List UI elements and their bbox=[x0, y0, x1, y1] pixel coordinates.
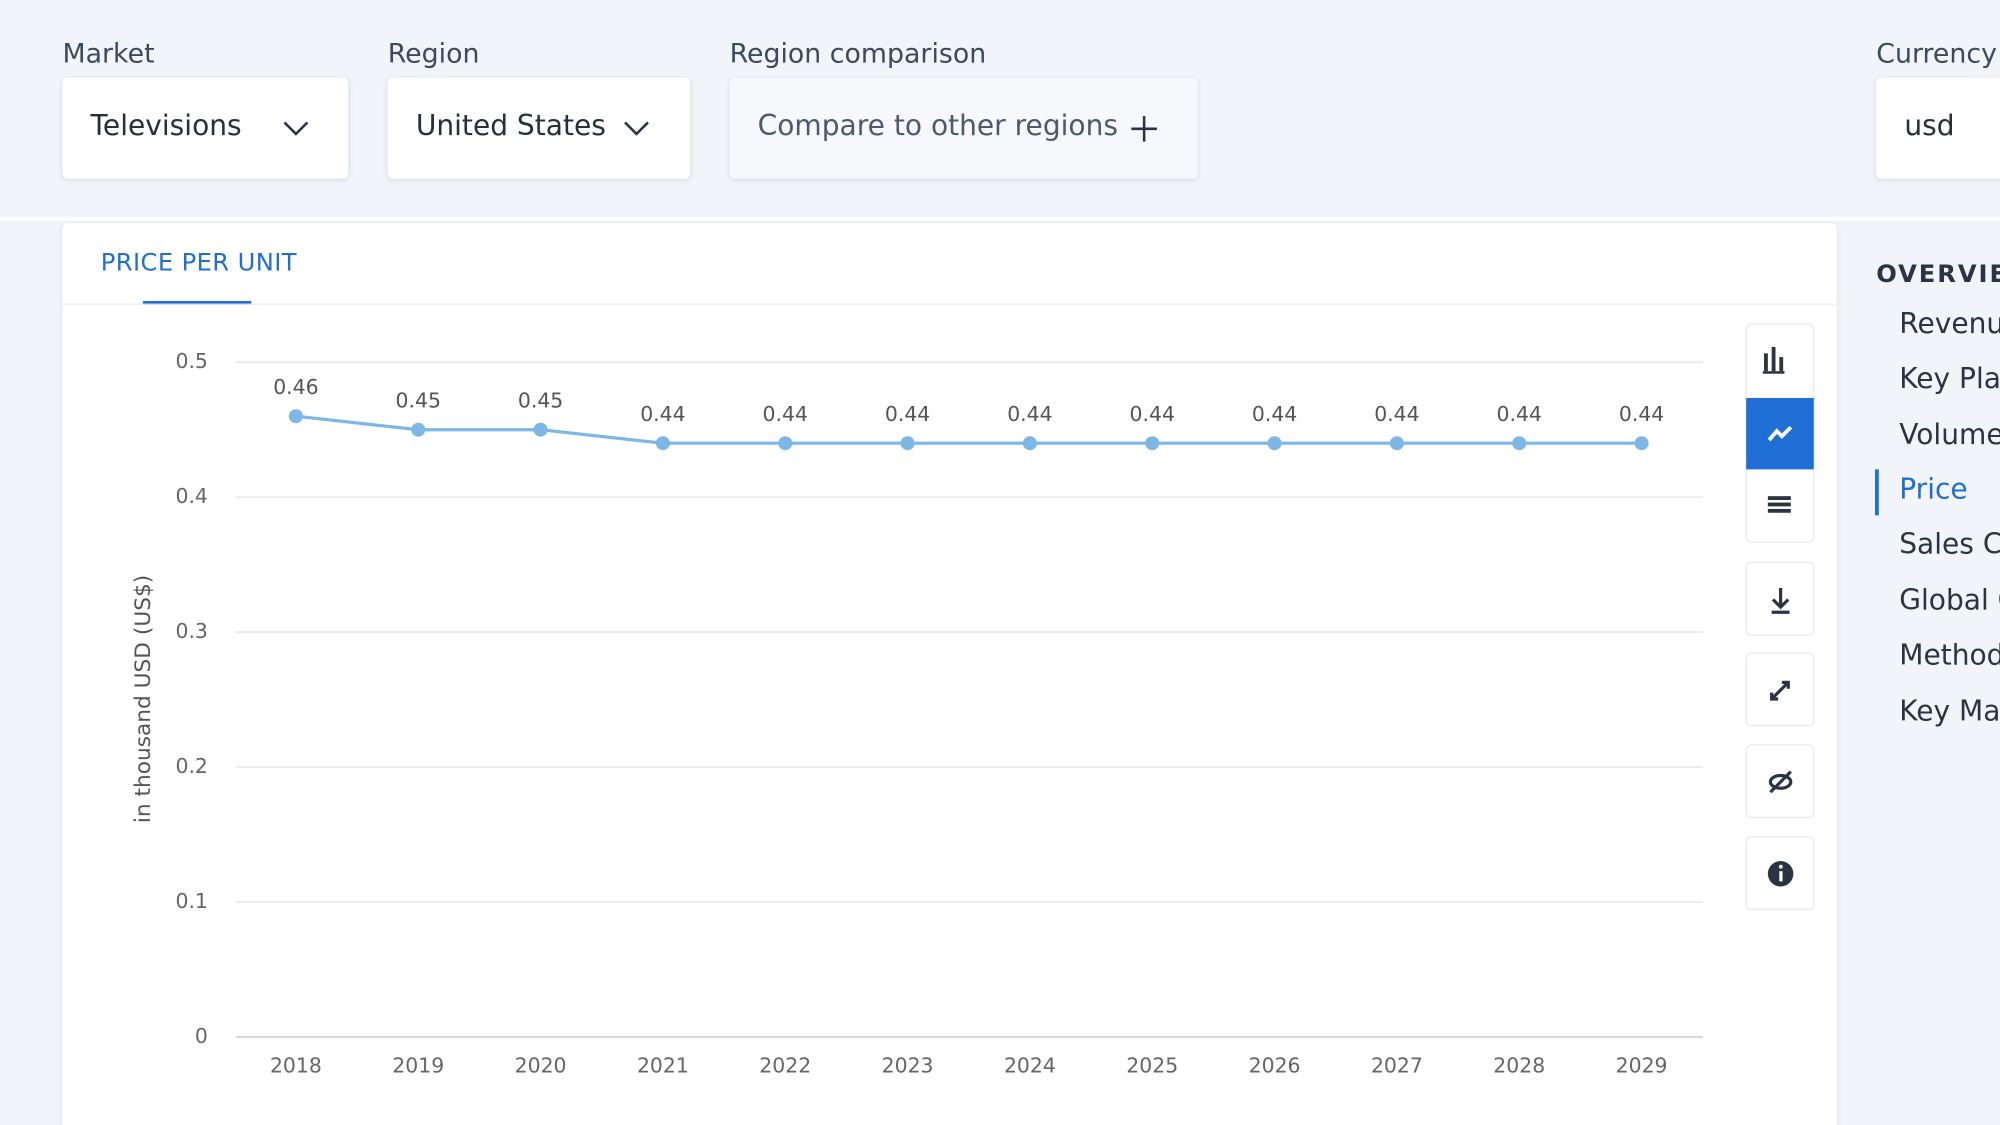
filter-label: Region comparison bbox=[729, 38, 987, 69]
region-dropdown[interactable]: United States bbox=[387, 77, 691, 179]
chevron-icon bbox=[624, 121, 649, 136]
filter-label: Currency bbox=[1876, 38, 1997, 69]
filter-value: usd bbox=[1904, 110, 1955, 143]
toolbar bbox=[1745, 323, 1815, 911]
value-label: 0.44 bbox=[1007, 402, 1052, 426]
bar-chart-button[interactable] bbox=[1762, 346, 1785, 374]
hide-button[interactable] bbox=[1745, 744, 1815, 819]
point bbox=[411, 422, 426, 437]
x-tick-label: 2024 bbox=[1004, 1053, 1056, 1077]
y-tick-label: 0.3 bbox=[175, 619, 207, 643]
value-label: 0.44 bbox=[1497, 402, 1542, 426]
filter-label: Market bbox=[62, 38, 155, 69]
y-axis-title: in thousand USD (US$) bbox=[131, 575, 156, 823]
divider bbox=[0, 216, 2000, 221]
y-tick-label: 0 bbox=[195, 1024, 208, 1048]
filter-value: Televisions bbox=[90, 110, 242, 143]
x-tick-label: 2025 bbox=[1126, 1053, 1178, 1077]
sidebar-link[interactable]: Methodology bbox=[1899, 640, 2000, 673]
active-indicator bbox=[1874, 469, 1879, 516]
value-label: 0.44 bbox=[640, 402, 685, 426]
point bbox=[1022, 436, 1037, 451]
line-chart-button[interactable] bbox=[1746, 397, 1814, 470]
x-tick-label: 2020 bbox=[515, 1053, 567, 1077]
point bbox=[1267, 436, 1282, 451]
filter-value: Compare to other regions bbox=[757, 110, 1119, 143]
x-tick-label: 2018 bbox=[270, 1053, 322, 1077]
tab[interactable]: PRICE PER UNIT bbox=[100, 248, 297, 277]
info-button[interactable] bbox=[1745, 836, 1815, 911]
sidebar-link[interactable]: Price bbox=[1899, 474, 1968, 507]
line bbox=[295, 414, 1642, 445]
value-label: 0.46 bbox=[273, 375, 318, 399]
filter-label: Region bbox=[387, 38, 480, 69]
point bbox=[1634, 436, 1649, 451]
value-label: 0.44 bbox=[1374, 402, 1419, 426]
x-tick-label: 2021 bbox=[637, 1053, 689, 1077]
currency-dropdown[interactable]: usd bbox=[1876, 77, 2000, 179]
value-label: 0.44 bbox=[885, 402, 930, 426]
point bbox=[900, 436, 915, 451]
sidebar-link[interactable]: Volume bbox=[1899, 419, 2000, 452]
download-button[interactable] bbox=[1745, 561, 1815, 636]
sidebar-link[interactable]: Global Comparison bbox=[1899, 585, 2000, 618]
y-tick-label: 0.1 bbox=[175, 889, 207, 913]
value-label: 0.45 bbox=[396, 389, 441, 413]
value-label: 0.45 bbox=[518, 389, 563, 413]
table-button[interactable] bbox=[1767, 496, 1791, 513]
point bbox=[533, 422, 548, 437]
x-tick-label: 2027 bbox=[1371, 1053, 1423, 1077]
sidebar-link[interactable]: Key Market Indicators bbox=[1899, 696, 2000, 729]
sidebar-title: OVERVIEW bbox=[1876, 260, 2000, 289]
y-tick-label: 0.4 bbox=[175, 484, 207, 508]
point bbox=[778, 436, 793, 451]
x-tick-label: 2028 bbox=[1493, 1053, 1545, 1077]
fullscreen-button[interactable] bbox=[1745, 652, 1815, 727]
tab-separator bbox=[62, 303, 1837, 305]
market-dropdown[interactable]: Televisions bbox=[62, 77, 349, 179]
x-tick-label: 2023 bbox=[882, 1053, 934, 1077]
x-tick-label: 2026 bbox=[1249, 1053, 1301, 1077]
point bbox=[288, 409, 303, 424]
region-comparison-button[interactable]: Compare to other regions bbox=[729, 77, 1198, 179]
y-tick-label: 0.2 bbox=[175, 754, 207, 778]
point bbox=[1389, 436, 1404, 451]
sidebar-link[interactable]: Revenue bbox=[1899, 308, 2000, 341]
value-label: 0.44 bbox=[1252, 402, 1297, 426]
point bbox=[1145, 436, 1160, 451]
sidebar-link[interactable]: Key Players bbox=[1899, 363, 2000, 396]
sidebar-link[interactable]: Sales Channels bbox=[1899, 529, 2000, 562]
x-tick-label: 2029 bbox=[1616, 1053, 1668, 1077]
y-tick-label: 0.5 bbox=[175, 349, 207, 373]
value-label: 0.44 bbox=[1130, 402, 1175, 426]
chart: in thousand USD (US$) 0 0.1 0.2 0.3 0.4 0.5 20… bbox=[131, 323, 1815, 1077]
plus-icon bbox=[1131, 116, 1157, 142]
value-label: 0.44 bbox=[1619, 402, 1664, 426]
value-label: 0.44 bbox=[763, 402, 808, 426]
x-tick-label: 2022 bbox=[759, 1053, 811, 1077]
point bbox=[655, 436, 670, 451]
point bbox=[1512, 436, 1527, 451]
chevron-icon bbox=[283, 121, 309, 136]
tab-underline bbox=[142, 301, 252, 305]
x-tick-label: 2019 bbox=[392, 1053, 444, 1077]
chart-card: PRICE PER UNIT in thousand USD (US$) 0 0.… bbox=[62, 223, 1837, 1125]
filter-value: United States bbox=[415, 110, 606, 143]
